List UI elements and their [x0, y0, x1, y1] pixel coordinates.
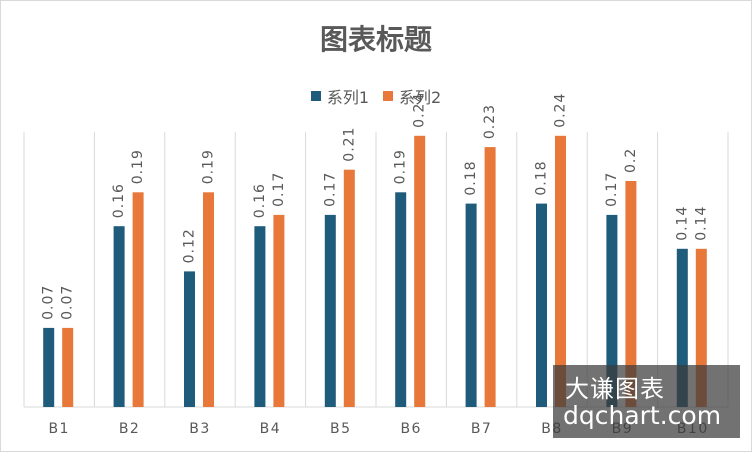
x-tick-label: B3 — [189, 421, 211, 437]
bar-series-1 — [184, 271, 195, 407]
bar-series-1 — [254, 226, 266, 407]
data-label-series-1: 0.18 — [463, 160, 479, 195]
data-label-series-2: 0.21 — [341, 127, 357, 162]
x-tick-label: B1 — [48, 421, 70, 437]
watermark: 大谦图表 dqchart.com — [553, 365, 740, 438]
legend-label-series-1: 系列1 — [326, 88, 369, 107]
legend: 系列1 系列2 — [0, 84, 752, 108]
bar-series-1 — [606, 214, 618, 407]
data-label-series-2: 0.17 — [271, 172, 287, 207]
bar-series-2 — [62, 327, 74, 407]
bar-series-2 — [625, 181, 637, 407]
data-label-series-1: 0.16 — [111, 183, 127, 218]
bar-series-1 — [465, 203, 477, 407]
x-tick-label: B5 — [330, 421, 352, 437]
watermark-url: dqchart.com — [563, 401, 722, 430]
legend-swatch-series-1 — [310, 91, 321, 101]
bar-series-2 — [695, 248, 707, 407]
data-label-series-2: 0.14 — [693, 206, 709, 241]
x-tick-label: B2 — [119, 421, 141, 437]
bar-series-2 — [555, 135, 566, 408]
x-tick-label: B6 — [400, 421, 422, 437]
data-label-series-1: 0.16 — [252, 183, 268, 218]
legend-item-series-1: 系列1 — [310, 84, 369, 108]
bar-series-2 — [484, 147, 496, 407]
bar-series-1 — [676, 248, 688, 407]
bar-series-2 — [273, 214, 285, 407]
bar-series-2 — [414, 135, 426, 408]
data-label-series-1: 0.07 — [41, 285, 57, 320]
bar-series-2 — [132, 192, 144, 407]
bar-series-2 — [203, 192, 214, 407]
data-label-series-1: 0.18 — [534, 160, 550, 195]
bar-series-1 — [43, 327, 55, 407]
data-label-series-2: 0.19 — [130, 149, 146, 184]
legend-item-series-2: 系列2 — [383, 84, 441, 108]
legend-label-series-2: 系列2 — [399, 88, 442, 107]
data-label-series-1: 0.14 — [674, 206, 690, 241]
data-label-series-2: 0.24 — [412, 93, 428, 128]
bar-series-1 — [113, 226, 125, 407]
bar-series-1 — [536, 203, 547, 407]
watermark-title: 大谦图表 — [565, 375, 665, 403]
data-label-series-1: 0.17 — [604, 172, 620, 207]
data-label-series-2: 0.07 — [60, 285, 76, 320]
data-label-series-1: 0.19 — [393, 149, 409, 184]
legend-swatch-series-2 — [383, 91, 393, 101]
bar-series-1 — [395, 192, 407, 407]
bar-series-2 — [343, 169, 355, 407]
x-tick-label: B7 — [471, 421, 493, 437]
chart-title: 图表标题 — [319, 23, 432, 56]
data-label-series-1: 0.17 — [322, 172, 338, 207]
data-label-series-2: 0.24 — [553, 93, 569, 128]
data-label-series-2: 0.19 — [201, 149, 217, 184]
x-tick-label: B4 — [260, 421, 282, 437]
data-label-series-2: 0.2 — [623, 148, 639, 173]
bar-series-1 — [324, 214, 336, 407]
data-label-series-1: 0.12 — [182, 228, 198, 263]
data-label-series-2: 0.23 — [482, 104, 498, 139]
